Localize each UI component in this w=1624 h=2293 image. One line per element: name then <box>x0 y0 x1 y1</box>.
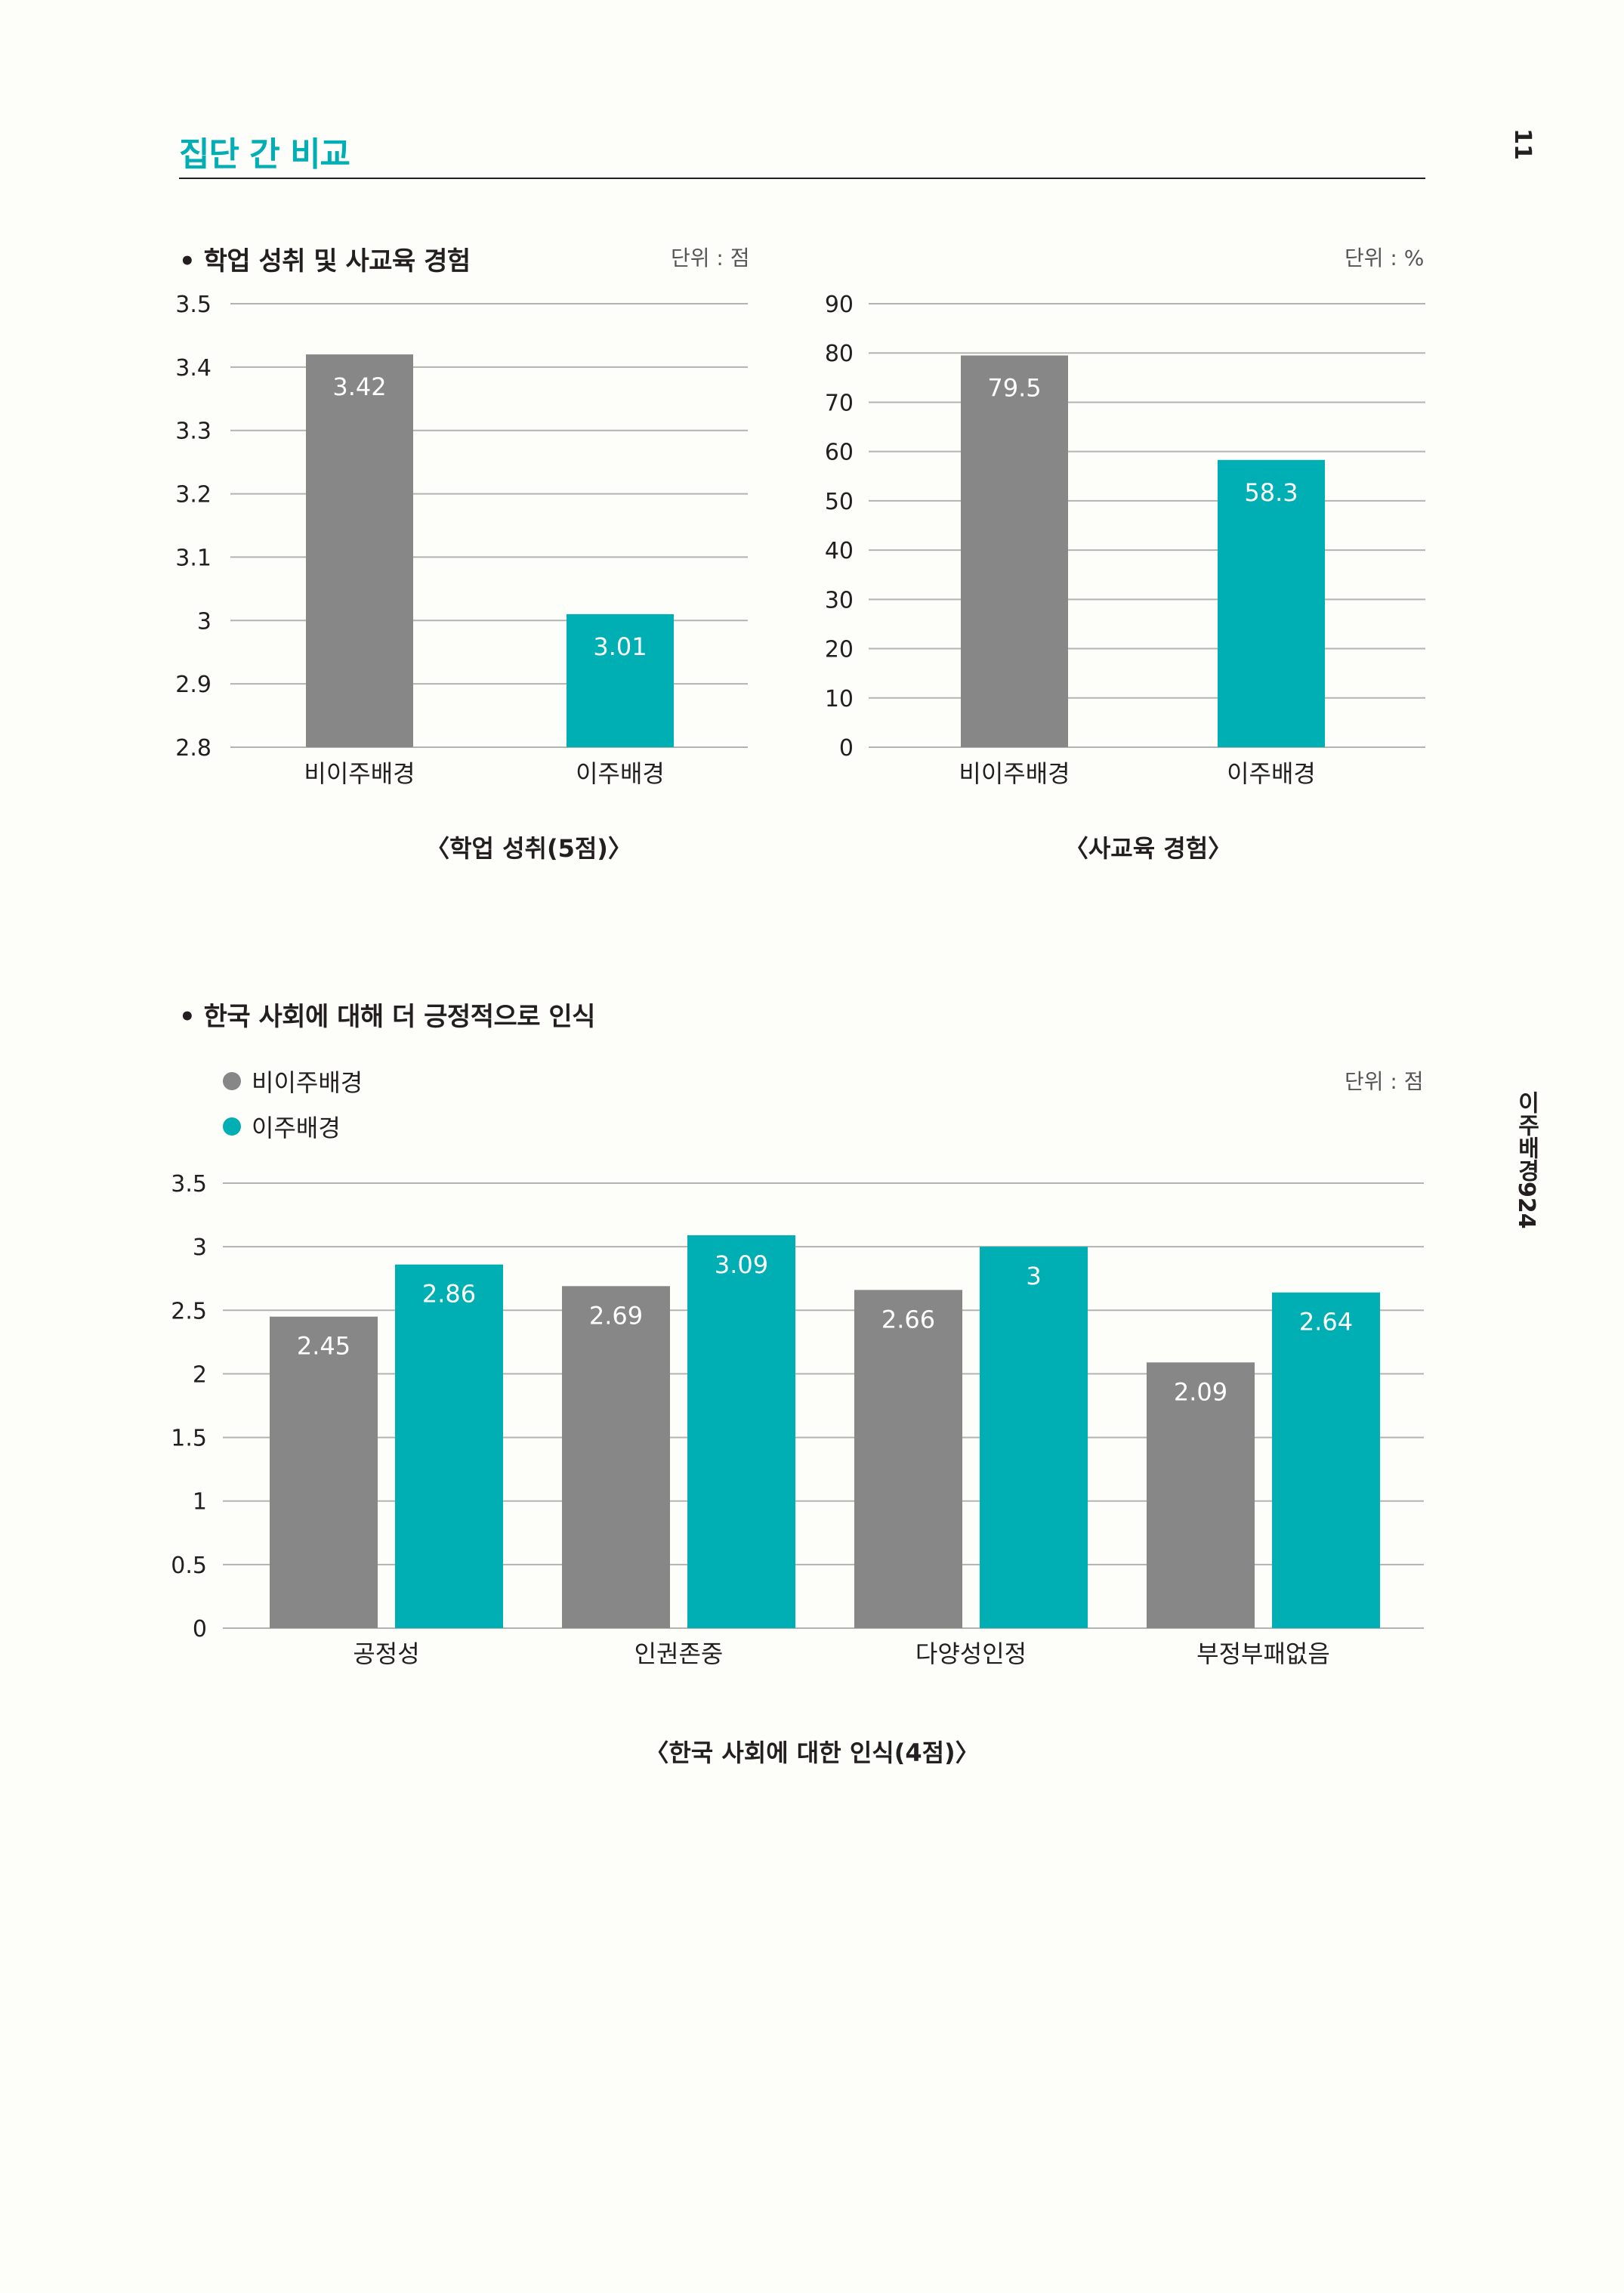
academic-bar-value-label: 3.01 <box>593 632 647 661</box>
private-education-bar-value-label: 58.3 <box>1244 478 1298 507</box>
academic-category-label: 이주배경 <box>576 759 665 788</box>
perception-y-tick-label: 3 <box>193 1235 207 1261</box>
perception-bar <box>395 1264 503 1628</box>
academic-y-tick-label: 3.2 <box>175 482 211 508</box>
perception-bar-value-label: 2.69 <box>589 1301 643 1330</box>
legend-dot-non-migrant <box>223 1072 241 1090</box>
page-number: 11 <box>1509 128 1536 160</box>
legend-dot-migrant <box>223 1117 241 1136</box>
private-education-y-tick-label: 30 <box>825 587 854 613</box>
private-education-y-tick-label: 20 <box>825 637 854 663</box>
unit-label-private-education: 단위 : % <box>1345 246 1425 270</box>
academic-y-tick-label: 3.5 <box>175 292 211 318</box>
private-education-bar-value-label: 79.5 <box>987 373 1041 402</box>
perception-bar <box>687 1235 795 1628</box>
academic-bar <box>567 613 674 747</box>
perception-y-tick-label: 2.5 <box>171 1298 207 1324</box>
caption-private-education: 〈사교육 경험〉 <box>1064 834 1233 863</box>
private-education-category-label: 비이주배경 <box>959 759 1070 788</box>
perception-bar <box>270 1316 378 1628</box>
caption-academic: 〈학업 성취(5점)〉 <box>425 834 632 863</box>
legend-label-migrant: 이주배경 <box>252 1114 341 1142</box>
academic-y-tick-label: 2.8 <box>175 735 211 762</box>
perception-bar-value-label: 2.66 <box>881 1305 935 1333</box>
title-divider <box>179 178 1425 179</box>
academic-y-tick-label: 3.1 <box>175 545 211 571</box>
private-education-y-tick-label: 0 <box>839 735 854 762</box>
perception-category-label: 부정부패없음 <box>1196 1639 1330 1668</box>
private-education-y-tick-label: 50 <box>825 489 854 515</box>
legend-label-non-migrant: 비이주배경 <box>252 1068 363 1097</box>
perception-bar <box>1147 1362 1255 1628</box>
side-label: 이주배경924 <box>1513 1091 1539 1229</box>
unit-label-academic: 단위 : 점 <box>671 246 750 270</box>
academic-bar <box>306 354 413 748</box>
academic-bar-value-label: 3.42 <box>332 372 386 401</box>
academic-y-tick-label: 2.9 <box>175 672 211 698</box>
private-education-bar <box>961 355 1068 747</box>
perception-bar <box>1272 1292 1380 1628</box>
perception-category-label: 다양성인정 <box>915 1639 1027 1668</box>
private-education-category-label: 이주배경 <box>1227 759 1316 788</box>
private-education-y-tick-label: 90 <box>825 292 854 318</box>
academic-y-tick-label: 3.4 <box>175 355 211 382</box>
perception-bar-value-label: 2.86 <box>422 1280 476 1309</box>
caption-perception: 〈한국 사회에 대한 인식(4점)〉 <box>644 1738 980 1767</box>
section-title-perception: • 한국 사회에 대해 더 긍정적으로 인식 <box>179 1002 595 1032</box>
private-education-bar <box>1218 459 1325 747</box>
private-education-y-tick-label: 80 <box>825 341 854 367</box>
perception-bar <box>980 1247 1088 1628</box>
private-education-y-tick-label: 10 <box>825 686 854 712</box>
perception-y-tick-label: 3.5 <box>171 1171 207 1197</box>
perception-y-tick-label: 0 <box>193 1616 207 1642</box>
legend-item-migrant: 이주배경 <box>223 1109 341 1144</box>
perception-bar-value-label: 3.09 <box>715 1250 768 1279</box>
perception-bar-value-label: 2.09 <box>1174 1377 1227 1406</box>
unit-label-perception: 단위 : 점 <box>1345 1069 1424 1094</box>
academic-y-tick-label: 3.3 <box>175 419 211 445</box>
private-education-y-tick-label: 60 <box>825 440 854 466</box>
private-education-y-tick-label: 70 <box>825 390 854 416</box>
perception-category-label: 인권존중 <box>634 1639 724 1668</box>
perception-bar-value-label: 3 <box>1026 1262 1041 1290</box>
perception-y-tick-label: 1.5 <box>171 1426 207 1452</box>
perception-bar-value-label: 2.64 <box>1299 1308 1353 1337</box>
perception-bar <box>854 1290 962 1628</box>
chart-private-education: 0 10 20 30 40 50 60 70 80 90 79.5 비이주배경 58.3 이주배경 <box>825 292 1425 788</box>
perception-y-tick-label: 2 <box>193 1361 207 1388</box>
academic-y-tick-label: 3 <box>197 608 211 635</box>
perception-bar <box>562 1286 670 1628</box>
chart-korean-society-perception: 0 0.5 1 1.5 2 2.5 3 3.5 2.45 2.86 공정성 2.69 3.09 인권존중 2… <box>171 1171 1424 1668</box>
perception-y-tick-label: 0.5 <box>171 1553 207 1579</box>
private-education-y-tick-label: 40 <box>825 538 854 564</box>
legend-item-non-migrant: 비이주배경 <box>223 1064 363 1099</box>
section-title-academic: • 학업 성취 및 사교육 경험 <box>179 246 471 277</box>
chart-academic-achievement: 2.8 2.9 3 3.1 3.2 3.3 3.4 3.5 3.42 비이주배경 3.01 이주배경 <box>175 292 748 788</box>
perception-category-label: 공정성 <box>353 1639 419 1668</box>
perception-y-tick-label: 1 <box>193 1489 207 1516</box>
page-title: 집단 간 비교 <box>179 135 350 174</box>
academic-category-label: 비이주배경 <box>304 759 415 788</box>
perception-bar-value-label: 2.45 <box>297 1332 350 1361</box>
